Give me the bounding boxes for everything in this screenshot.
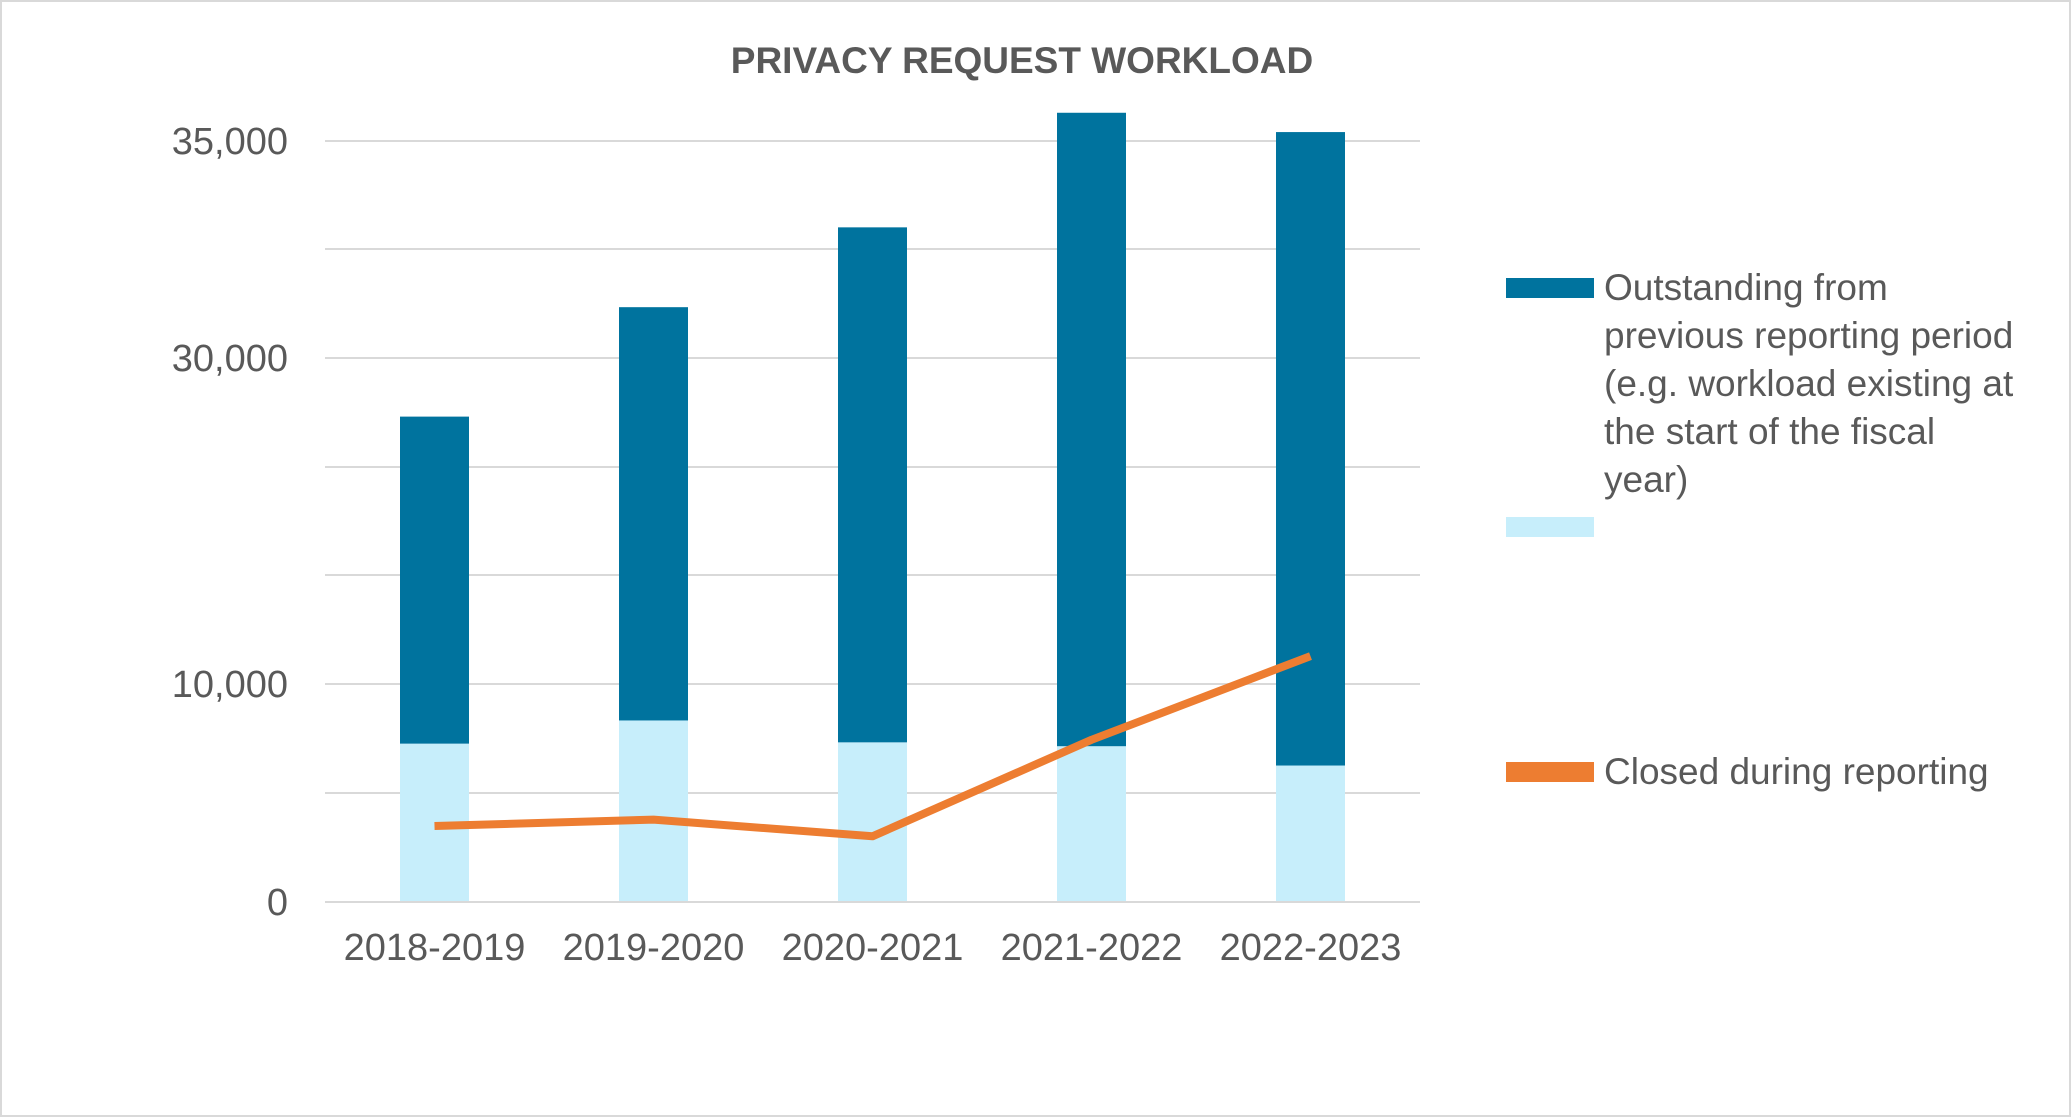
axes: 35,000 30,000 10,000 0 2018-2019 2019-2020 202…	[172, 121, 1420, 969]
legend: Outstanding from previous reporting perio…	[1506, 267, 2014, 792]
bar-top-segment	[838, 227, 907, 743]
legend-label: previous reporting period	[1604, 315, 2013, 356]
bar-bottom-segment	[619, 720, 688, 902]
bar-bottom-segment	[1057, 746, 1126, 902]
y-tick-label: 30,000	[172, 338, 288, 380]
x-tick-label: 2018-2019	[344, 927, 526, 969]
legend-swatch	[1506, 762, 1594, 782]
x-tick-label: 2020-2021	[782, 927, 964, 969]
bar-top-segment	[400, 416, 469, 744]
y-tick-label: 0	[267, 882, 288, 924]
legend-label: (e.g. workload existing at	[1604, 363, 2014, 404]
legend-swatch	[1506, 278, 1594, 298]
bar-top-segment	[1276, 132, 1345, 766]
closed-line	[434, 652, 1312, 841]
bar-bottom-segment	[1276, 765, 1345, 902]
legend-label: year)	[1604, 459, 1688, 500]
legend-label: the start of the fiscal	[1604, 411, 1935, 452]
chart-title: PRIVACY REQUEST WORKLOAD	[731, 40, 1313, 81]
x-tick-label: 2021-2022	[1001, 927, 1183, 969]
legend-label: Closed during reporting	[1604, 751, 1989, 792]
legend-swatch	[1506, 517, 1594, 537]
bars	[400, 112, 1345, 902]
x-tick-label: 2022-2023	[1220, 927, 1402, 969]
y-tick-label: 10,000	[172, 664, 288, 706]
legend-label: Outstanding from	[1604, 267, 1888, 308]
bar-top-segment	[619, 307, 688, 721]
y-tick-label: 35,000	[172, 121, 288, 163]
bar-top-segment	[1057, 112, 1126, 747]
line-series	[434, 652, 1312, 841]
x-tick-label: 2019-2020	[563, 927, 745, 969]
